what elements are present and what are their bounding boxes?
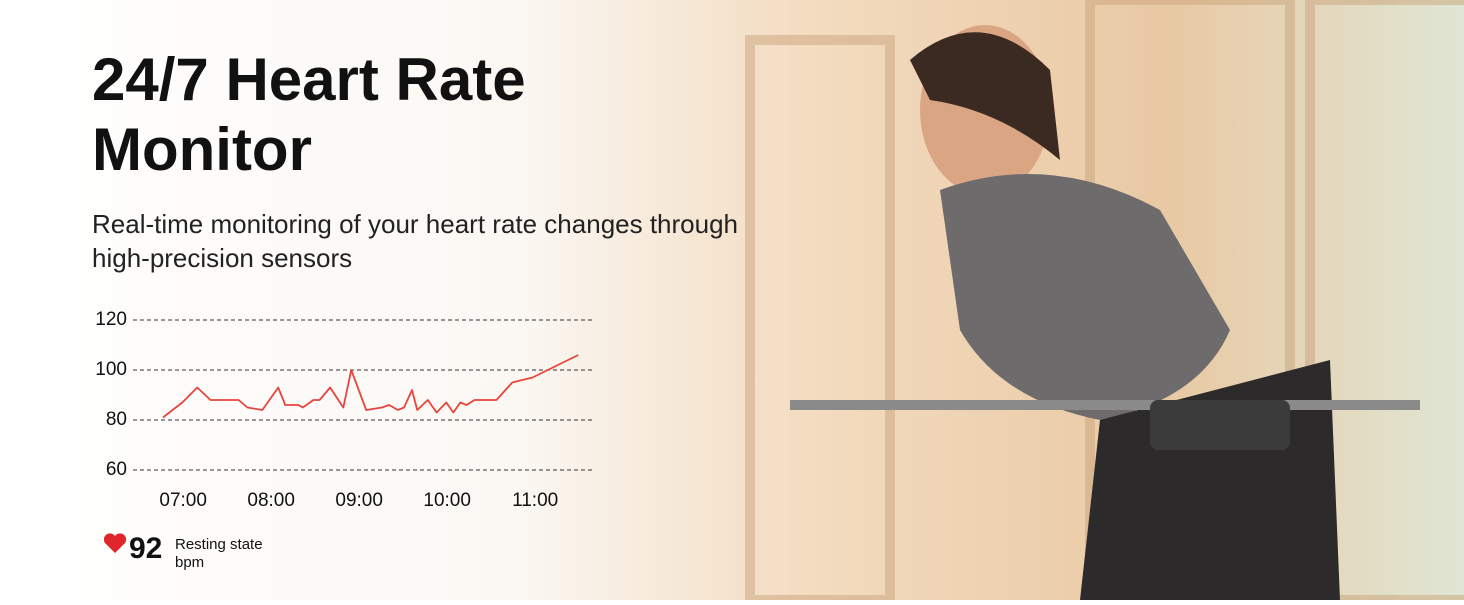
y-tick-label: 100 — [95, 359, 127, 380]
resting-value: 92 — [129, 532, 162, 565]
resting-indicator: 92 Resting state bpm — [103, 532, 263, 571]
title: 24/7 Heart Rate Monitor — [92, 46, 526, 183]
figure — [790, 25, 1420, 600]
x-tick-label: 11:00 — [512, 490, 558, 511]
x-tick-label: 09:00 — [335, 490, 383, 511]
y-tick-label: 120 — [95, 309, 127, 330]
y-tick-label: 80 — [106, 409, 127, 430]
x-tick-label: 10:00 — [423, 490, 471, 511]
resting-unit: bpm — [175, 554, 204, 571]
heart-icon — [103, 533, 127, 553]
subtitle: Real-time monitoring of your heart rate … — [92, 209, 738, 273]
resting-label: Resting state — [175, 536, 263, 553]
x-tick-label: 08:00 — [247, 490, 295, 511]
x-tick-label: 07:00 — [159, 490, 207, 511]
heart-rate-line — [162, 354, 579, 419]
y-tick-label: 60 — [106, 459, 127, 480]
